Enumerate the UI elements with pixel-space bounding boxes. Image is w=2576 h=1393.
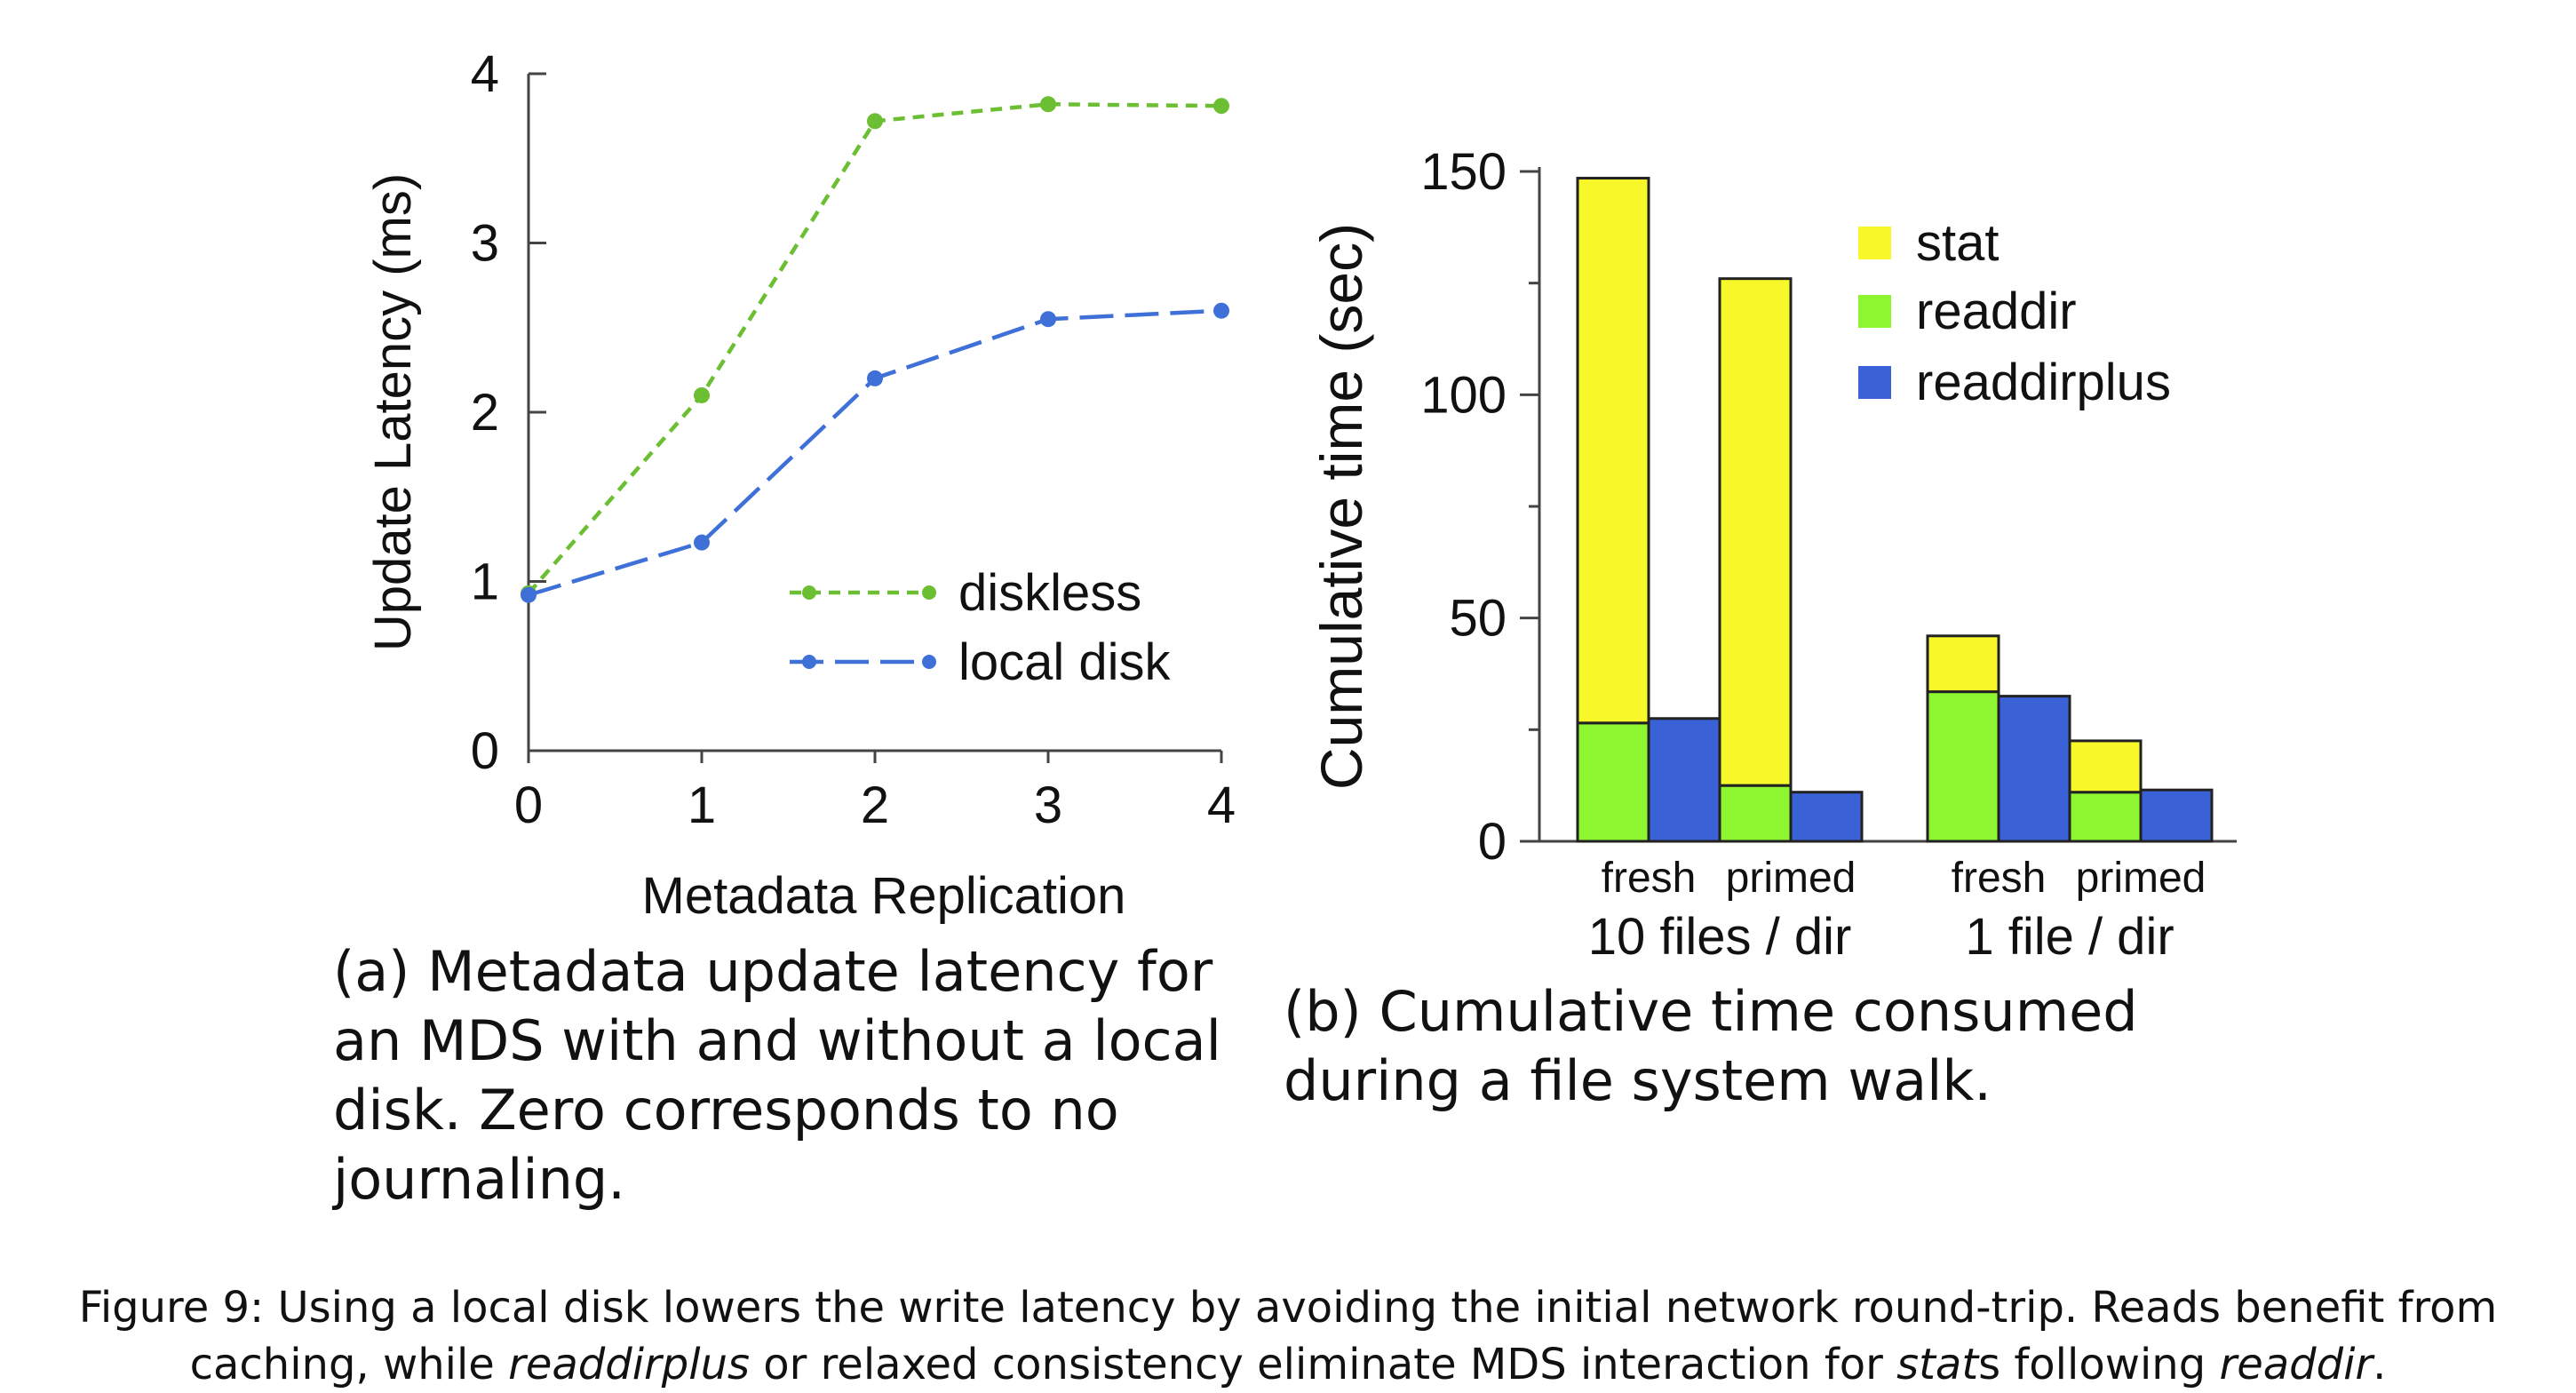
chart-a-point-diskless xyxy=(1040,96,1056,113)
chart-b-legend-swatch-readdirplus xyxy=(1858,366,1891,399)
chart-a-y-tick-label: 4 xyxy=(471,45,499,103)
chart-b-legend-swatch-readdir xyxy=(1858,295,1891,328)
figure-caption-term-readdirplus: readdirplus xyxy=(508,1340,750,1389)
figure-caption: Figure 9: Using a local disk lowers the … xyxy=(18,1279,2558,1393)
chart-b-bar-readdir-readdir xyxy=(1718,784,1793,843)
chart-b-y-tick-label: 50 xyxy=(1449,590,1507,648)
chart-b-bar-readdirplus-readdirplus xyxy=(1997,695,2071,843)
chart-b-bar-readdir-stat xyxy=(1576,177,1650,725)
chart-a-y-tick-label: 1 xyxy=(471,553,499,611)
chart-b-legend-label: readdirplus xyxy=(1916,354,2171,411)
caption-b: (b) Cumulative time consumed during a fi… xyxy=(1284,979,2138,1113)
chart-a-x-tick-label: 0 xyxy=(514,776,543,834)
chart-b-y-tick-label: 150 xyxy=(1420,143,1507,201)
chart-a-legend-marker xyxy=(922,655,936,669)
chart-b-bar-readdir-stat xyxy=(2068,739,2143,794)
chart-a-y-tick-label: 0 xyxy=(471,722,499,780)
caption-a: (a) Metadata update latency for an MDS w… xyxy=(333,939,1221,1212)
figure-caption-term-stat: stat xyxy=(1896,1340,1979,1389)
chart-b-bar-readdirplus-readdirplus xyxy=(2139,788,2214,843)
chart-b-group-label: 1 file / dir xyxy=(1965,908,2174,966)
chart-b-bar-condition-label: primed xyxy=(2076,855,2206,902)
chart-a-x-tick-label: 1 xyxy=(688,776,716,834)
chart-a-point-local-disk xyxy=(867,370,883,386)
chart-b-cumulative-time: 0 50 100 150 Cumulative time (sec) fresh prime… xyxy=(1308,143,2237,966)
chart-a-series-line-diskless xyxy=(527,102,1222,595)
chart-b-group-label: 10 files / dir xyxy=(1588,908,1852,966)
chart-a-point-local-disk xyxy=(521,586,537,603)
figure-caption-text-1: Figure 9: Using a local disk lowers the … xyxy=(78,1283,2498,1389)
chart-a-point-diskless xyxy=(694,386,710,403)
chart-b-bar-condition-label: primed xyxy=(1726,855,1856,902)
chart-a-latency: 0 1 2 3 4 0 1 2 3 4 Metadata Replication Update Lat… xyxy=(364,45,1236,925)
chart-a-legend-label: diskless xyxy=(958,564,1141,622)
chart-b-bar-readdirplus-readdirplus xyxy=(1647,717,1721,843)
chart-a-legend-label: local disk xyxy=(958,633,1172,691)
chart-a-x-tick-label: 3 xyxy=(1034,776,1062,834)
chart-b-bar-readdir-readdir xyxy=(1576,721,1650,843)
chart-b-y-tick-label: 0 xyxy=(1478,813,1507,871)
figure-caption-text-4: . xyxy=(2373,1340,2387,1389)
chart-b-bar-readdir-stat xyxy=(1926,634,2000,694)
chart-a-point-local-disk xyxy=(1040,311,1056,328)
chart-a-x-tick-label: 4 xyxy=(1207,776,1236,834)
chart-a-series-line-local-disk xyxy=(528,308,1222,597)
chart-a-point-diskless xyxy=(867,113,883,130)
chart-b-legend-label: stat xyxy=(1916,214,2000,272)
chart-a-x-tick-label: 2 xyxy=(861,776,889,834)
chart-a-y-tick-label: 2 xyxy=(471,384,499,442)
figure-caption-text-3: s following xyxy=(1978,1340,2220,1389)
chart-a-legend-marker xyxy=(802,585,816,600)
chart-b-bar-condition-label: fresh xyxy=(1952,855,2047,902)
chart-b-legend-swatch-stat xyxy=(1858,227,1891,259)
chart-a-x-axis-label: Metadata Replication xyxy=(642,867,1126,925)
chart-a-point-local-disk xyxy=(1213,302,1229,319)
chart-b-bar-readdirplus-readdirplus xyxy=(1789,791,1864,843)
chart-b-bar-readdir-readdir xyxy=(2068,791,2143,843)
figure-caption-term-readdir: readdir xyxy=(2219,1340,2373,1389)
chart-a-legend-marker xyxy=(922,585,936,600)
chart-b-bar-readdir-readdir xyxy=(1926,690,2000,843)
chart-a-y-axis-label: Update Latency (ms) xyxy=(364,173,422,651)
chart-a-y-tick-label: 3 xyxy=(471,215,499,273)
chart-b-bar-condition-label: fresh xyxy=(1602,855,1697,902)
chart-b-legend-label: readdir xyxy=(1916,283,2077,340)
chart-a-point-diskless xyxy=(1213,98,1229,115)
chart-a-point-local-disk xyxy=(694,534,710,551)
chart-a-legend-marker xyxy=(802,655,816,669)
chart-b-bar-readdir-stat xyxy=(1718,277,1793,787)
chart-b-y-axis-label: Cumulative time (sec) xyxy=(1308,223,1374,790)
figure-caption-text-2: or relaxed consistency eliminate MDS int… xyxy=(750,1340,1897,1389)
chart-b-y-tick-label: 100 xyxy=(1420,366,1507,424)
